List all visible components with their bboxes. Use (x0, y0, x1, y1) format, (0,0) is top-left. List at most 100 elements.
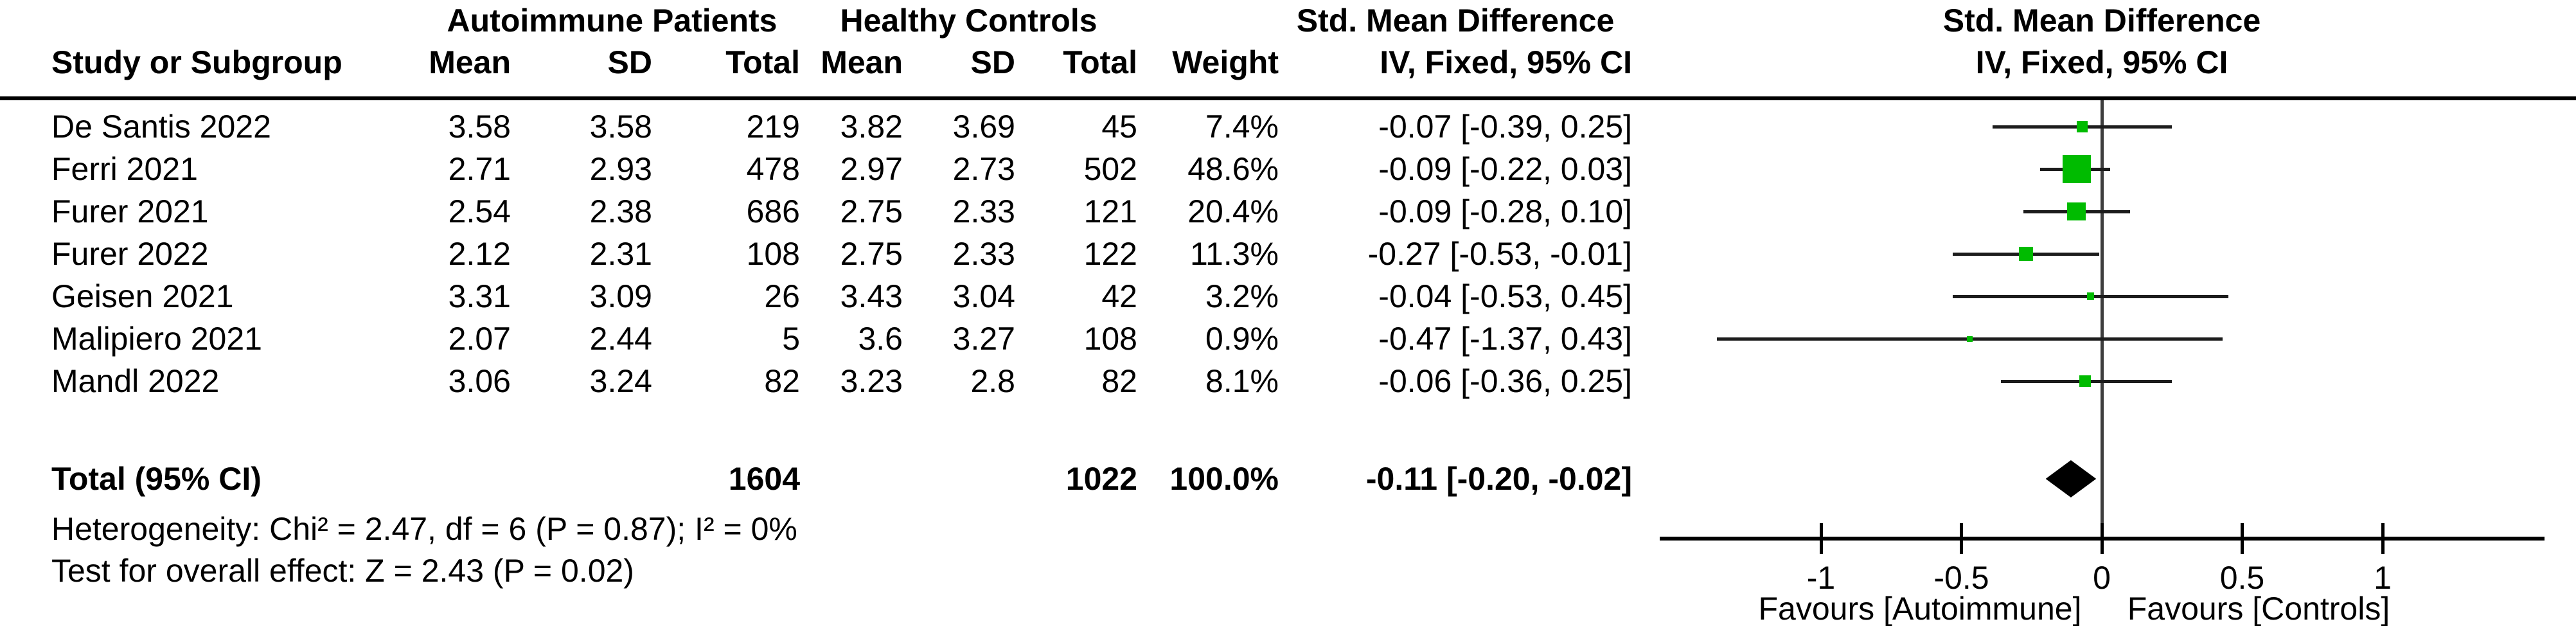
x-axis-tick-label: -0.5 (1933, 560, 1989, 596)
study-name-cell: De Santis 2022 (51, 109, 271, 145)
healthy-sd-cell: 2.8 (970, 363, 1015, 399)
healthy-sd-cell: 2.33 (952, 193, 1015, 229)
healthy-mean-cell: 3.43 (840, 278, 903, 314)
ci-text-cell: -0.27 [-0.53, -0.01] (1367, 236, 1632, 272)
healthy-mean-cell: 3.6 (858, 321, 903, 357)
table-row: Mandl 2022 3.06 3.24 82 3.23 2.8 82 8.1% -0.06 [… (0, 360, 1632, 402)
table-row: Ferri 2021 2.71 2.93 478 2.97 2.73 502 48.6% -0.… (0, 148, 1632, 190)
x-axis-tick (2381, 523, 2385, 554)
effect-square (2079, 375, 2091, 387)
healthy-total-cell: 502 (1083, 151, 1137, 187)
autoimmune-mean-cell: 2.71 (448, 151, 511, 187)
group-header-smd-text-column: Std. Mean Difference (1296, 3, 1615, 39)
autoimmune-sd-cell: 3.09 (589, 278, 652, 314)
group-header-autoimmune-patients: Autoimmune Patients (447, 3, 777, 39)
total-weight: 100.0% (1169, 461, 1279, 497)
study-name-cell: Malipiero 2021 (51, 321, 262, 357)
column-header-autoimmune-sd: SD (607, 44, 652, 80)
effect-square (2076, 121, 2088, 132)
ci-text-cell: -0.47 [-1.37, 0.43] (1378, 321, 1632, 357)
total-healthy-n: 1022 (1065, 461, 1137, 497)
healthy-mean-cell: 2.75 (840, 236, 903, 272)
healthy-mean-cell: 3.23 (840, 363, 903, 399)
autoimmune-sd-cell: 2.44 (589, 321, 652, 357)
x-axis-tick-label: 0 (2093, 560, 2111, 596)
total-autoimmune-n: 1604 (728, 461, 800, 497)
column-header-healthy-total: Total (1063, 44, 1137, 80)
table-row: De Santis 2022 3.58 3.58 219 3.82 3.69 45 7.4% -… (0, 105, 1632, 148)
autoimmune-total-cell: 5 (782, 321, 800, 357)
weight-cell: 20.4% (1187, 193, 1279, 229)
ci-text-cell: -0.09 [-0.22, 0.03] (1378, 151, 1632, 187)
study-name-cell: Mandl 2022 (51, 363, 220, 399)
header-divider-line (0, 96, 2576, 100)
table-row: Furer 2021 2.54 2.38 686 2.75 2.33 121 20.4% -0.… (0, 190, 1632, 233)
autoimmune-mean-cell: 3.58 (448, 109, 511, 145)
column-header-autoimmune-mean: Mean (429, 44, 511, 80)
weight-cell: 48.6% (1187, 151, 1279, 187)
column-header-study: Study or Subgroup (51, 44, 342, 80)
column-header-weight: Weight (1172, 44, 1279, 80)
x-axis-tick (2100, 523, 2104, 554)
healthy-sd-cell: 3.27 (952, 321, 1015, 357)
healthy-total-cell: 108 (1083, 321, 1137, 357)
autoimmune-total-cell: 478 (746, 151, 800, 187)
table-row: Malipiero 2021 2.07 2.44 5 3.6 3.27 108 0.9% -0.… (0, 317, 1632, 360)
autoimmune-sd-cell: 2.38 (589, 193, 652, 229)
x-axis-tick-label: 0.5 (2219, 560, 2265, 596)
autoimmune-sd-cell: 3.24 (589, 363, 652, 399)
weight-cell: 8.1% (1205, 363, 1279, 399)
favours-right-label: Favours [Controls] (2127, 591, 2390, 626)
total-ci-text: -0.11 [-0.20, -0.02] (1365, 461, 1632, 497)
ci-text-cell: -0.07 [-0.39, 0.25] (1378, 109, 1632, 145)
column-header-ci: IV, Fixed, 95% CI (1380, 44, 1632, 80)
healthy-sd-cell: 3.69 (952, 109, 1015, 145)
autoimmune-total-cell: 108 (746, 236, 800, 272)
column-header-row: Study or Subgroup Mean SD Total Mean SD … (0, 41, 1632, 84)
table-row: Geisen 2021 3.31 3.09 26 3.43 3.04 42 3.2% -0.04… (0, 275, 1632, 317)
ci-text-cell: -0.06 [-0.36, 0.25] (1378, 363, 1632, 399)
healthy-mean-cell: 2.97 (840, 151, 903, 187)
ci-text-cell: -0.04 [-0.53, 0.45] (1378, 278, 1632, 314)
x-axis-tick (1819, 523, 1823, 554)
column-header-healthy-sd: SD (970, 44, 1015, 80)
total-label: Total (95% CI) (51, 461, 262, 497)
weight-cell: 3.2% (1205, 278, 1279, 314)
table-row: Furer 2022 2.12 2.31 108 2.75 2.33 122 11.3% -0.… (0, 233, 1632, 275)
heterogeneity-text: Heterogeneity: Chi² = 2.47, df = 6 (P = … (51, 511, 797, 547)
x-axis-tick-label: -1 (1806, 560, 1836, 596)
weight-cell: 7.4% (1205, 109, 1279, 145)
healthy-mean-cell: 3.82 (840, 109, 903, 145)
effect-square (2067, 202, 2086, 221)
x-axis-tick-label: 1 (2374, 560, 2392, 596)
autoimmune-mean-cell: 3.06 (448, 363, 511, 399)
healthy-total-cell: 45 (1101, 109, 1137, 145)
column-header-healthy-mean: Mean (821, 44, 903, 80)
favours-left-label: Favours [Autoimmune] (1758, 591, 2082, 626)
pooled-diamond (2045, 460, 2097, 497)
healthy-total-cell: 122 (1083, 236, 1137, 272)
healthy-total-cell: 121 (1083, 193, 1137, 229)
autoimmune-mean-cell: 2.12 (448, 236, 511, 272)
study-name-cell: Furer 2022 (51, 236, 209, 272)
autoimmune-sd-cell: 2.31 (589, 236, 652, 272)
healthy-sd-cell: 2.73 (952, 151, 1015, 187)
autoimmune-mean-cell: 3.31 (448, 278, 511, 314)
study-name-cell: Ferri 2021 (51, 151, 198, 187)
study-name-cell: Geisen 2021 (51, 278, 234, 314)
effect-square (1967, 335, 1973, 342)
autoimmune-sd-cell: 3.58 (589, 109, 652, 145)
study-name-cell: Furer 2021 (51, 193, 209, 229)
autoimmune-total-cell: 82 (764, 363, 800, 399)
healthy-mean-cell: 2.75 (840, 193, 903, 229)
autoimmune-mean-cell: 2.54 (448, 193, 511, 229)
x-axis-tick (2241, 523, 2244, 554)
effect-square (2019, 247, 2033, 261)
ci-text-cell: -0.09 [-0.28, 0.10] (1378, 193, 1632, 229)
autoimmune-sd-cell: 2.93 (589, 151, 652, 187)
autoimmune-mean-cell: 2.07 (448, 321, 511, 357)
group-header-smd-plot-column: Std. Mean Difference (1942, 3, 2261, 39)
healthy-sd-cell: 3.04 (952, 278, 1015, 314)
